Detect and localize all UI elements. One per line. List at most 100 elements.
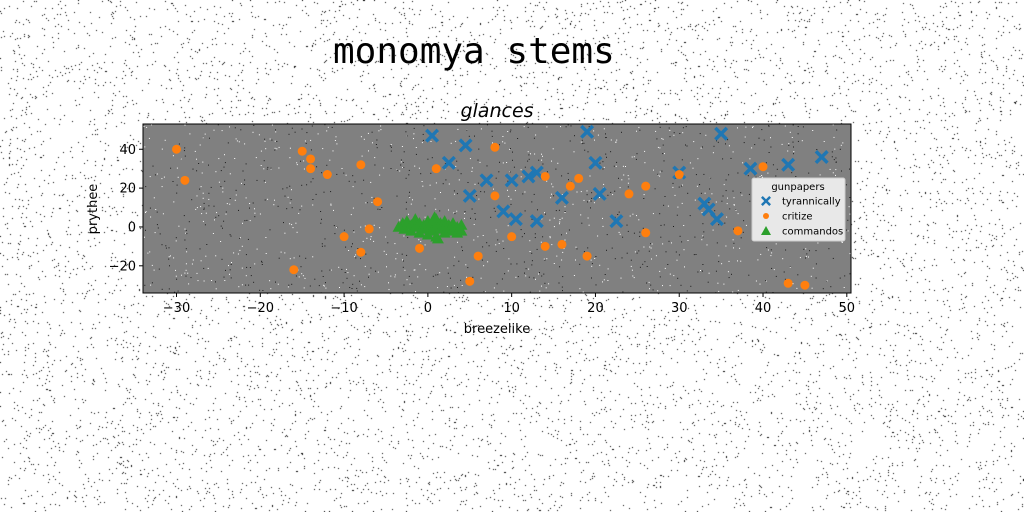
noise-dot (250, 275, 252, 277)
noise-dot (524, 191, 526, 193)
noise-dot (407, 237, 409, 239)
noise-dot (224, 154, 225, 156)
noise-dot (530, 153, 531, 155)
noise-dot (325, 282, 326, 284)
noise-dot (336, 173, 338, 175)
noise-dot (415, 147, 417, 148)
noise-dot (270, 167, 272, 169)
noise-dot (368, 276, 369, 278)
noise-dot (507, 270, 509, 272)
noise-dot (240, 237, 241, 239)
noise-dot (757, 259, 759, 261)
noise-dot (208, 192, 210, 194)
noise-dot (375, 144, 377, 145)
noise-dot (330, 204, 332, 206)
noise-dot (196, 195, 198, 197)
noise-dot (421, 181, 423, 182)
noise-dot (642, 263, 644, 265)
noise-dot (768, 125, 769, 127)
noise-dot (730, 157, 732, 159)
noise-dot (241, 284, 243, 286)
noise-dot (406, 254, 408, 256)
noise-dot (722, 158, 724, 160)
noise-dot (561, 259, 563, 261)
noise-dot (678, 186, 680, 188)
noise-dot (347, 272, 349, 274)
noise-dot (679, 133, 681, 134)
noise-dot (579, 288, 581, 290)
noise-dot (249, 203, 251, 204)
noise-dot (370, 238, 371, 240)
noise-dot (439, 272, 441, 274)
noise-dot (181, 274, 182, 276)
noise-dot (402, 259, 403, 261)
noise-dot (515, 276, 517, 278)
noise-dot (683, 249, 685, 251)
noise-dot (477, 236, 479, 238)
noise-dot (531, 252, 533, 254)
noise-dot (591, 197, 593, 199)
noise-dot (264, 140, 266, 142)
noise-dot (771, 267, 773, 269)
noise-dot (517, 138, 519, 139)
noise-dot (270, 168, 272, 170)
noise-dot (726, 216, 728, 218)
noise-dot (486, 242, 488, 244)
noise-dot (360, 136, 362, 138)
noise-dot (819, 174, 821, 176)
noise-dot (284, 252, 286, 254)
noise-dot (168, 288, 170, 290)
noise-dot (663, 224, 665, 226)
noise-dot (639, 235, 641, 237)
noise-dot (700, 147, 702, 149)
noise-dot (332, 150, 334, 152)
noise-dot (155, 209, 157, 210)
noise-dot (672, 182, 674, 184)
noise-dot (396, 169, 398, 171)
noise-dot (493, 188, 494, 190)
noise-dot (817, 242, 819, 244)
noise-dot (606, 249, 607, 251)
noise-dot (414, 165, 416, 167)
noise-dot (289, 185, 291, 187)
noise-dot (149, 176, 151, 178)
noise-dot (509, 171, 511, 173)
noise-dot (508, 258, 510, 260)
noise-dot (474, 183, 476, 185)
noise-dot (493, 287, 495, 289)
noise-dot (648, 250, 650, 252)
noise-dot (405, 201, 407, 203)
noise-dot (517, 276, 519, 278)
noise-dot (625, 166, 626, 167)
noise-dot (252, 131, 254, 133)
noise-dot (775, 175, 777, 177)
noise-dot (498, 171, 500, 173)
noise-dot (204, 224, 206, 226)
noise-dot (221, 130, 223, 132)
noise-dot (768, 152, 770, 153)
noise-dot (324, 245, 326, 247)
noise-dot (595, 256, 597, 257)
noise-dot (830, 286, 832, 288)
noise-dot (245, 275, 247, 277)
noise-dot (832, 172, 834, 174)
noise-dot (700, 192, 702, 194)
noise-dot (565, 126, 567, 128)
noise-dot (306, 184, 308, 186)
noise-dot (235, 194, 237, 196)
noise-dot (153, 197, 155, 199)
noise-dot (805, 255, 807, 257)
noise-dot (315, 193, 317, 195)
noise-dot (534, 153, 536, 155)
noise-dot (490, 216, 492, 218)
noise-dot (829, 168, 831, 170)
noise-dot (714, 210, 716, 212)
noise-dot (346, 277, 348, 279)
noise-dot (671, 242, 672, 244)
noise-dot (185, 248, 187, 250)
noise-dot (357, 248, 359, 249)
noise-dot (728, 174, 730, 176)
noise-dot (784, 278, 786, 280)
noise-dot (527, 160, 529, 162)
noise-dot (533, 193, 535, 195)
